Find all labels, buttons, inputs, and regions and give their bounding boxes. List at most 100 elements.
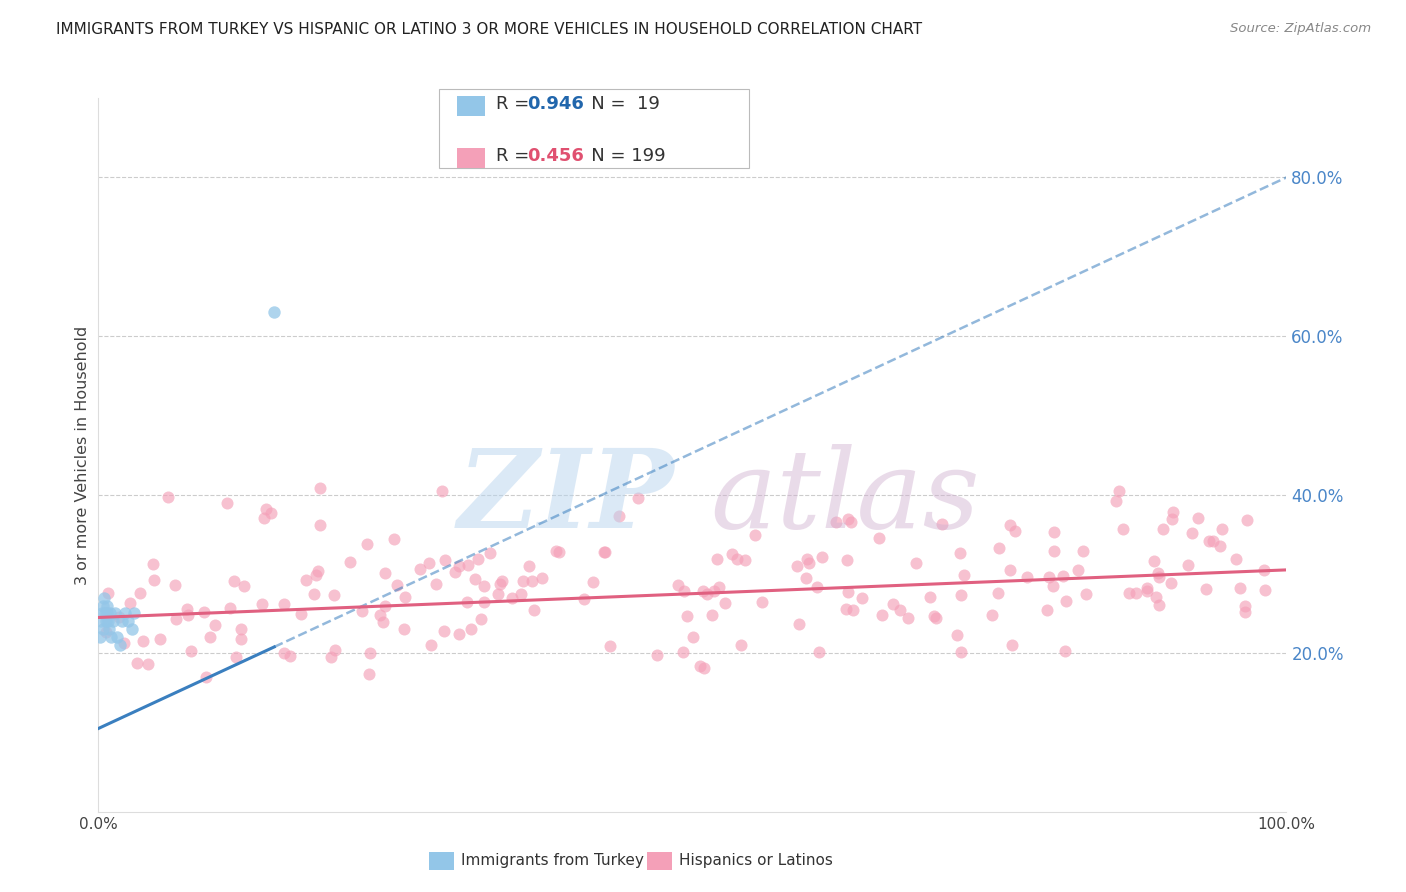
Point <box>489 576 512 591</box>
Point <box>725 552 748 566</box>
Point <box>91 623 114 637</box>
Point <box>108 638 131 652</box>
Point <box>799 556 821 570</box>
Point <box>1054 593 1077 607</box>
Point <box>470 612 492 626</box>
Point <box>837 553 859 567</box>
Point <box>143 574 166 588</box>
Point <box>599 639 621 653</box>
Point <box>486 587 509 601</box>
Point <box>682 630 704 644</box>
Point <box>1036 603 1059 617</box>
Point <box>953 567 976 582</box>
Point <box>94 607 117 621</box>
Text: Hispanics or Latinos: Hispanics or Latinos <box>679 854 832 868</box>
Point <box>692 583 714 598</box>
Point <box>273 597 295 611</box>
Point <box>193 606 215 620</box>
Point <box>91 599 114 613</box>
Point <box>253 510 276 524</box>
Point <box>931 517 953 532</box>
Point <box>107 630 129 644</box>
Point <box>121 623 143 637</box>
Point <box>1146 566 1168 580</box>
Point <box>1253 563 1275 577</box>
Text: N =  19: N = 19 <box>574 95 659 113</box>
Point <box>464 572 486 586</box>
Point <box>593 544 616 558</box>
Point <box>1111 522 1133 536</box>
Point <box>1195 582 1218 596</box>
Point <box>430 483 453 498</box>
Point <box>176 608 198 623</box>
Point <box>460 622 482 636</box>
Point <box>673 583 696 598</box>
Point <box>1071 543 1094 558</box>
Point <box>433 553 456 567</box>
Point <box>432 624 454 639</box>
Point <box>721 547 744 561</box>
Point <box>101 615 124 629</box>
Point <box>882 597 904 611</box>
Text: R =: R = <box>496 147 536 165</box>
Point <box>215 496 238 510</box>
Point <box>89 630 111 644</box>
Point <box>359 646 381 660</box>
Point <box>703 584 725 599</box>
Point <box>811 550 834 565</box>
Point <box>229 632 252 647</box>
Point <box>835 602 858 616</box>
Point <box>122 607 145 621</box>
Point <box>157 490 180 504</box>
Point <box>418 556 440 570</box>
Point <box>263 305 285 319</box>
Point <box>91 607 114 621</box>
Point <box>808 645 831 659</box>
Point <box>714 596 737 610</box>
Point <box>1202 534 1225 549</box>
Text: atlas: atlas <box>710 444 980 551</box>
Point <box>706 552 728 566</box>
Point <box>839 515 862 529</box>
Point <box>870 607 893 622</box>
Point <box>517 559 540 574</box>
Point <box>696 587 718 601</box>
Point <box>897 611 920 625</box>
Point <box>904 556 927 570</box>
Point <box>851 591 873 605</box>
Point <box>163 578 186 592</box>
Point <box>114 607 136 621</box>
Point <box>323 588 346 602</box>
Point <box>1229 581 1251 595</box>
Point <box>472 579 495 593</box>
Point <box>225 650 247 665</box>
Point <box>889 603 911 617</box>
Point <box>180 644 202 658</box>
Point <box>702 608 724 623</box>
Point <box>273 647 295 661</box>
Point <box>1067 563 1090 577</box>
Point <box>730 638 752 652</box>
Point <box>950 645 973 659</box>
Point <box>97 615 120 629</box>
Point <box>1125 586 1147 600</box>
Point <box>1004 524 1026 539</box>
Point <box>290 607 312 622</box>
Y-axis label: 3 or more Vehicles in Household: 3 or more Vehicles in Household <box>75 326 90 584</box>
Point <box>112 636 135 650</box>
Point <box>382 532 405 546</box>
Point <box>1236 513 1258 527</box>
Point <box>98 623 121 637</box>
Point <box>1108 484 1130 499</box>
Point <box>254 501 277 516</box>
Point <box>447 627 470 641</box>
Point <box>1052 569 1074 583</box>
Point <box>734 553 756 567</box>
Point <box>394 590 416 604</box>
Point <box>786 558 808 573</box>
Point <box>574 591 596 606</box>
Point <box>125 657 148 671</box>
Text: R =: R = <box>496 95 536 113</box>
Point <box>278 649 301 664</box>
Point <box>1000 638 1022 652</box>
